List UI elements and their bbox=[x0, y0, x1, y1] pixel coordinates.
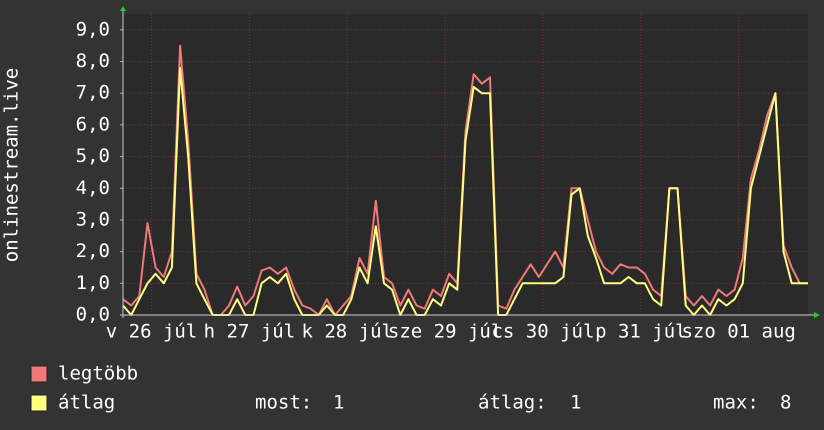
y-tick-label: 0,0 bbox=[76, 304, 110, 326]
stat-label: max: bbox=[713, 392, 759, 414]
y-tick-label: 9,0 bbox=[76, 18, 110, 40]
y-axis-label: onlinestream.live bbox=[1, 68, 23, 262]
y-tick-label: 5,0 bbox=[76, 145, 110, 167]
stat-label: most: bbox=[255, 392, 312, 414]
x-tick-label: cs 30 júl bbox=[491, 321, 594, 343]
y-tick-label: 1,0 bbox=[76, 272, 110, 294]
legend-label: legtöbb bbox=[58, 363, 138, 385]
x-tick-label: h 27 júl bbox=[204, 321, 296, 343]
axis-arrow bbox=[120, 6, 126, 11]
stat-value: 1 bbox=[333, 392, 344, 414]
y-tick-label: 4,0 bbox=[76, 177, 110, 199]
stat-value: 8 bbox=[780, 392, 791, 414]
x-tick-label: v 26 júl bbox=[106, 321, 198, 343]
y-tick-label: 8,0 bbox=[76, 50, 110, 72]
legend-swatch bbox=[30, 365, 48, 383]
x-tick-label: sze 29 júl bbox=[388, 321, 502, 343]
axis-arrow bbox=[814, 312, 820, 318]
y-tick-label: 6,0 bbox=[76, 113, 110, 135]
x-tick-label: szo 01 aug bbox=[681, 321, 795, 343]
stat-label: átlag: bbox=[478, 392, 547, 414]
y-tick-label: 3,0 bbox=[76, 208, 110, 230]
x-tick-label: k 28 júl bbox=[301, 321, 393, 343]
legend-label: átlag bbox=[58, 392, 115, 414]
stat-value: 1 bbox=[570, 392, 581, 414]
plot-area bbox=[123, 14, 808, 315]
y-tick-label: 2,0 bbox=[76, 240, 110, 262]
legend-swatch bbox=[30, 394, 48, 412]
y-tick-label: 7,0 bbox=[76, 82, 110, 104]
series-line bbox=[122, 44, 808, 316]
x-tick-label: p 31 júl bbox=[595, 321, 687, 343]
